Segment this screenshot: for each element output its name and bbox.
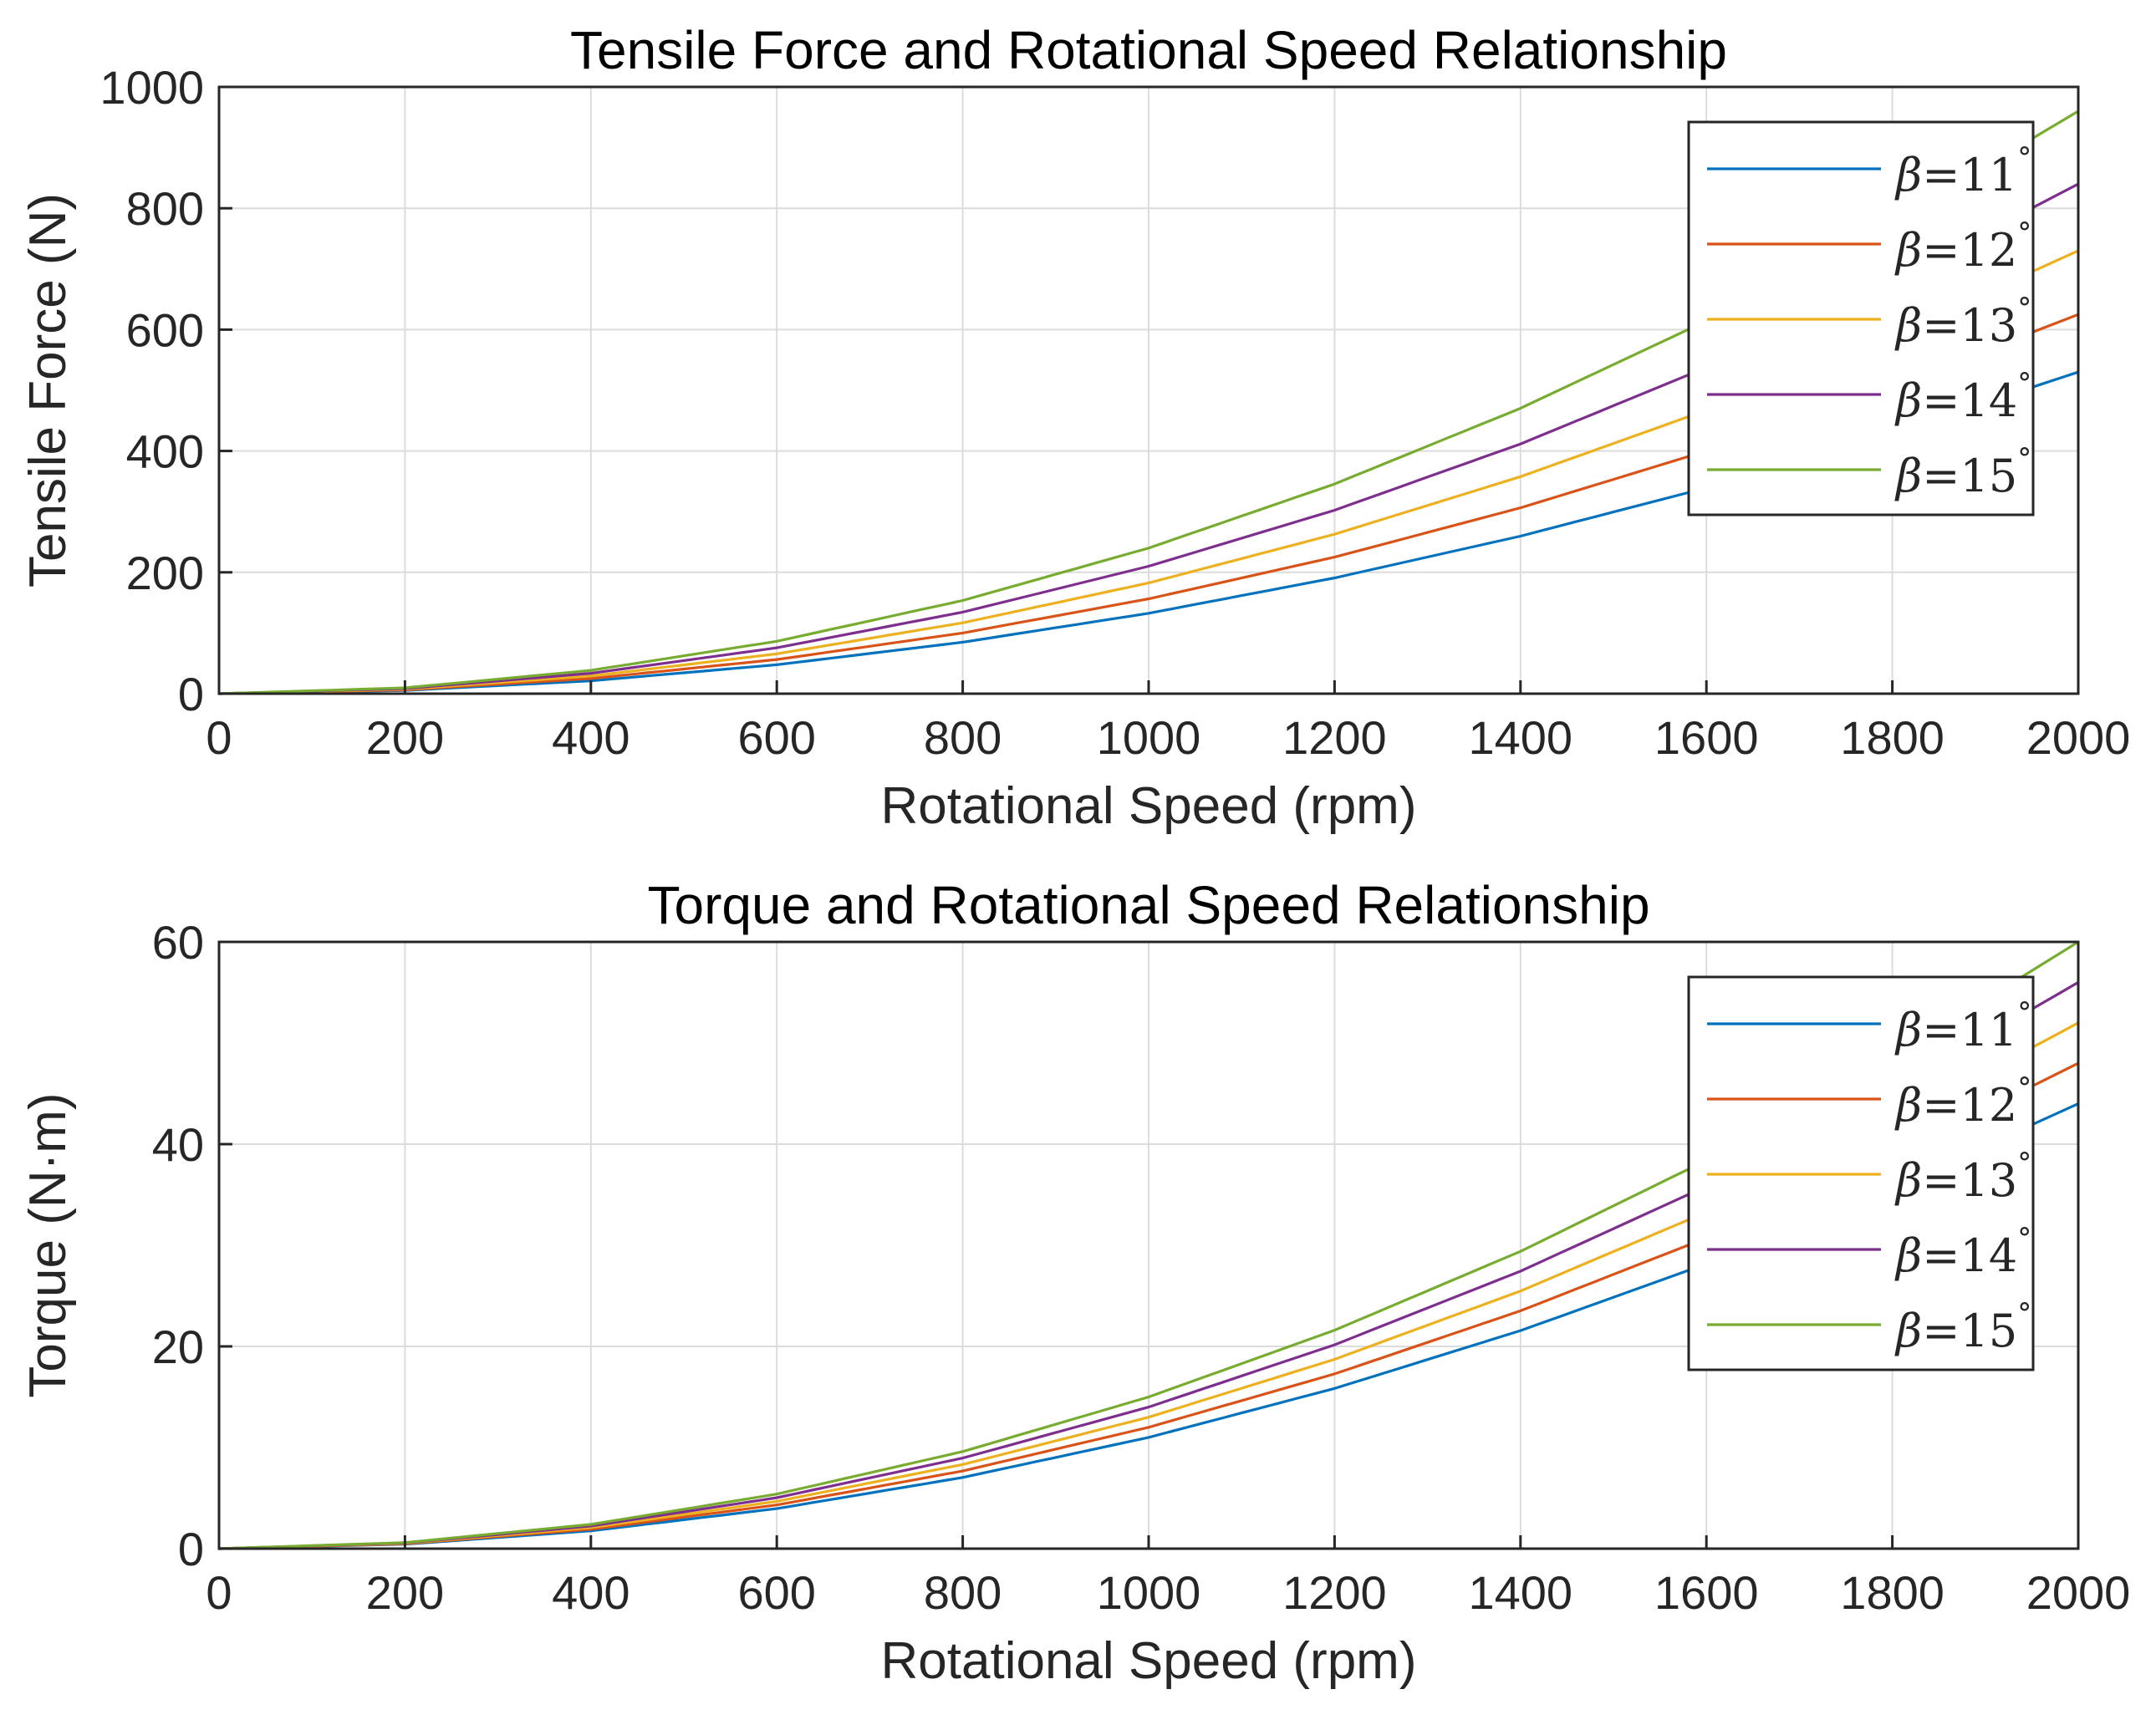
x-tick-label: 200	[366, 711, 444, 764]
chart-2: 0 200 400 600 800 1000 1200 1400 1600 1800 2000 0 20…	[19, 875, 2130, 1690]
x-tick-label: 1800	[1840, 711, 1944, 764]
y-tick-label: 400	[126, 425, 204, 478]
legend-label: β=11°	[1894, 996, 2031, 1056]
x-tick-label: 1000	[1097, 1566, 1201, 1619]
y-tick-label: 60	[152, 916, 204, 969]
x-tick-label: 200	[366, 1566, 444, 1619]
legend-label: β=12°	[1894, 1071, 2031, 1132]
x-axis-label: Rotational Speed (rpm)	[881, 1632, 1417, 1690]
y-tick-label: 20	[152, 1320, 204, 1373]
x-tick-label: 1200	[1282, 711, 1387, 764]
legend-label: β=13°	[1894, 1147, 2031, 1207]
x-tick-label: 800	[924, 1566, 1002, 1619]
chart-title: Tensile Force and Rotational Speed Relat…	[570, 20, 1727, 80]
chart-title: Torque and Rotational Speed Relationship	[647, 875, 1649, 935]
x-tick-label: 1000	[1097, 711, 1201, 764]
x-tick-label: 1600	[1654, 1566, 1759, 1619]
y-tick-label: 0	[178, 668, 204, 720]
legend-label: β=15°	[1894, 1297, 2031, 1357]
legend: β=11° β=12° β=13° β=14° β=15°	[1687, 120, 2035, 516]
x-tick-label: 2000	[2026, 1566, 2131, 1619]
y-tick-label: 40	[152, 1118, 204, 1171]
x-tick-label: 1800	[1840, 1566, 1944, 1619]
x-tick-label: 1200	[1282, 1566, 1387, 1619]
legend-label: β=14°	[1894, 1222, 2031, 1282]
y-tick-label: 200	[126, 547, 204, 599]
y-tick-label: 1000	[99, 61, 204, 114]
x-tick-label: 400	[552, 711, 629, 764]
x-tick-label: 1400	[1469, 1566, 1573, 1619]
y-tick-label: 0	[178, 1523, 204, 1575]
x-tick-label: 2000	[2026, 711, 2131, 764]
x-tick-label: 600	[737, 1566, 815, 1619]
y-axis-label: Torque (N·m)	[19, 1092, 77, 1397]
y-tick-label: 800	[126, 182, 204, 235]
x-tick-label: 1600	[1654, 711, 1759, 764]
x-tick-label: 0	[206, 711, 232, 764]
x-tick-label: 1400	[1469, 711, 1573, 764]
legend-label: β=12°	[1894, 216, 2031, 277]
chart-1: 0 200 400 600 800 1000 1200 1400 1600 1800 2000 0 20…	[19, 20, 2130, 835]
y-axis-label: Tensile Force (N)	[19, 193, 77, 588]
x-tick-label: 600	[737, 711, 815, 764]
legend: β=11° β=12° β=13° β=14° β=15°	[1687, 975, 2035, 1371]
x-axis-label: Rotational Speed (rpm)	[881, 777, 1417, 835]
y-tick-label: 600	[126, 303, 204, 356]
legend-label: β=13°	[1894, 292, 2031, 352]
x-tick-label: 800	[924, 711, 1002, 764]
x-tick-label: 400	[552, 1566, 629, 1619]
legend-label: β=14°	[1894, 367, 2031, 427]
x-tick-label: 0	[206, 1566, 232, 1619]
legend-label: β=15°	[1894, 442, 2031, 502]
legend-label: β=11°	[1894, 141, 2031, 201]
